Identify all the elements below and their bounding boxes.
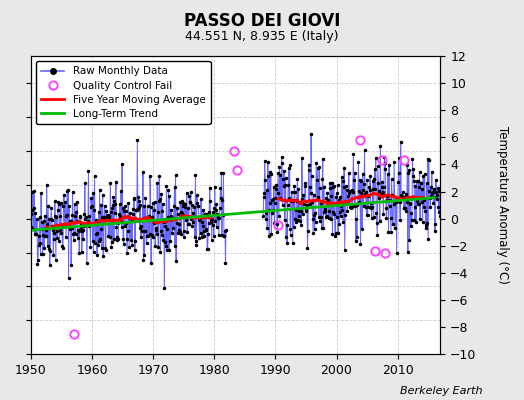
- Legend: Raw Monthly Data, Quality Control Fail, Five Year Moving Average, Long-Term Tren: Raw Monthly Data, Quality Control Fail, …: [36, 61, 211, 124]
- Text: 44.551 N, 8.935 E (Italy): 44.551 N, 8.935 E (Italy): [185, 30, 339, 43]
- Text: Berkeley Earth: Berkeley Earth: [400, 386, 482, 396]
- Y-axis label: Temperature Anomaly (°C): Temperature Anomaly (°C): [496, 126, 509, 284]
- Text: PASSO DEI GIOVI: PASSO DEI GIOVI: [184, 12, 340, 30]
